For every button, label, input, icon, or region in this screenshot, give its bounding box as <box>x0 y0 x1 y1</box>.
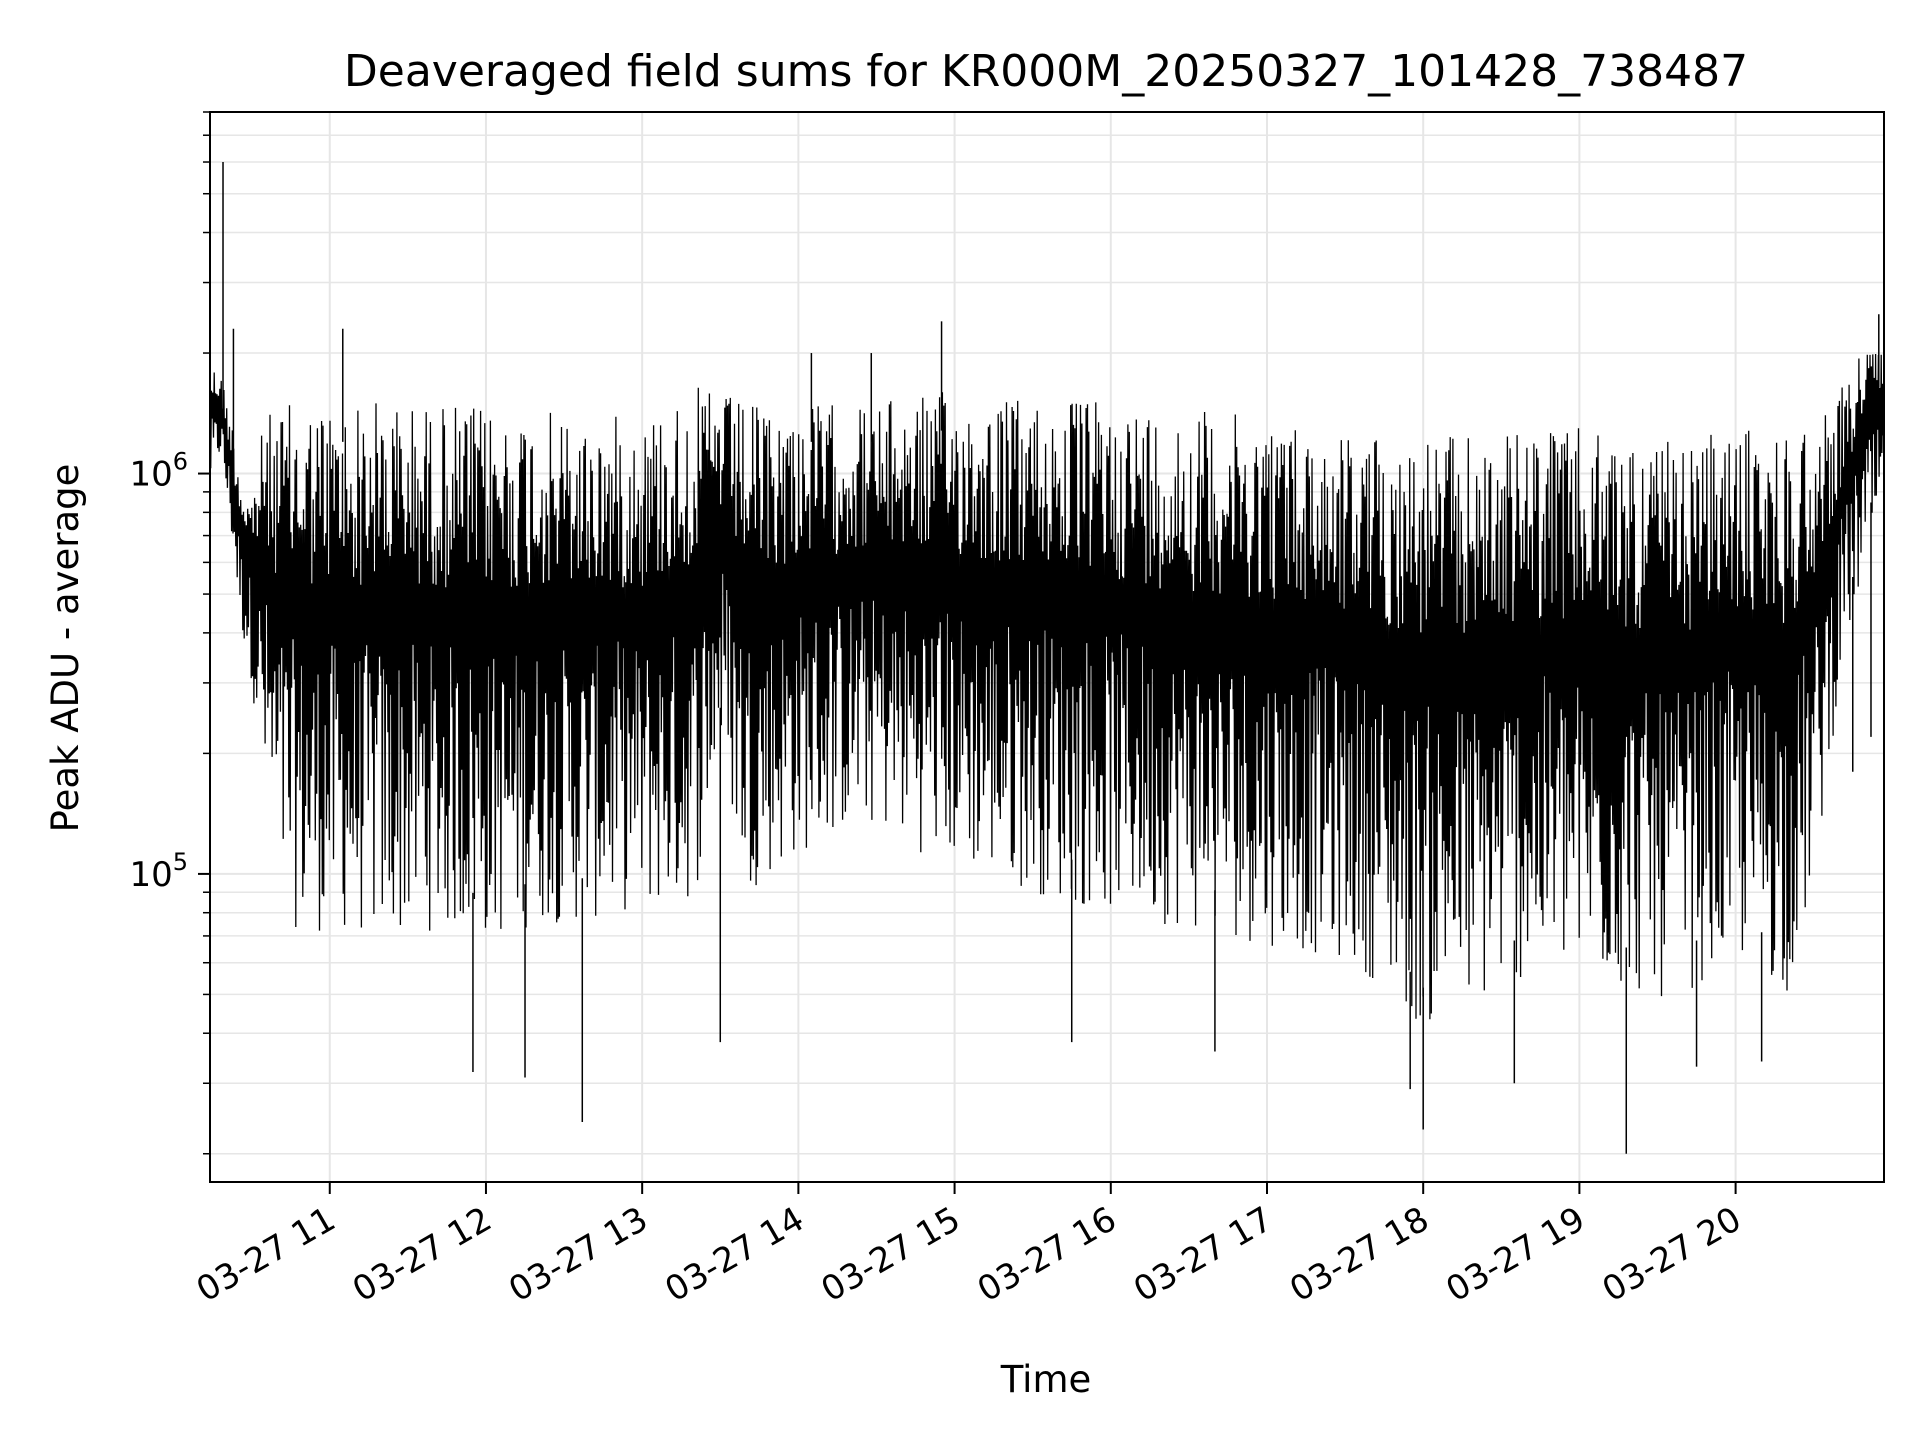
plot-area <box>209 162 1885 1154</box>
y-axis-label: Peak ADU - average <box>44 464 87 833</box>
x-axis-label: Time <box>1000 1358 1092 1401</box>
axes-frame <box>209 111 1885 1183</box>
series-line <box>209 353 1885 1020</box>
y-axis: 105 106 <box>129 111 210 1155</box>
y-tick-label: 106 <box>129 448 188 495</box>
chart-title: Deaveraged field sums for KR000M_2025032… <box>344 46 1748 97</box>
y-tick-label: 105 <box>129 848 188 895</box>
